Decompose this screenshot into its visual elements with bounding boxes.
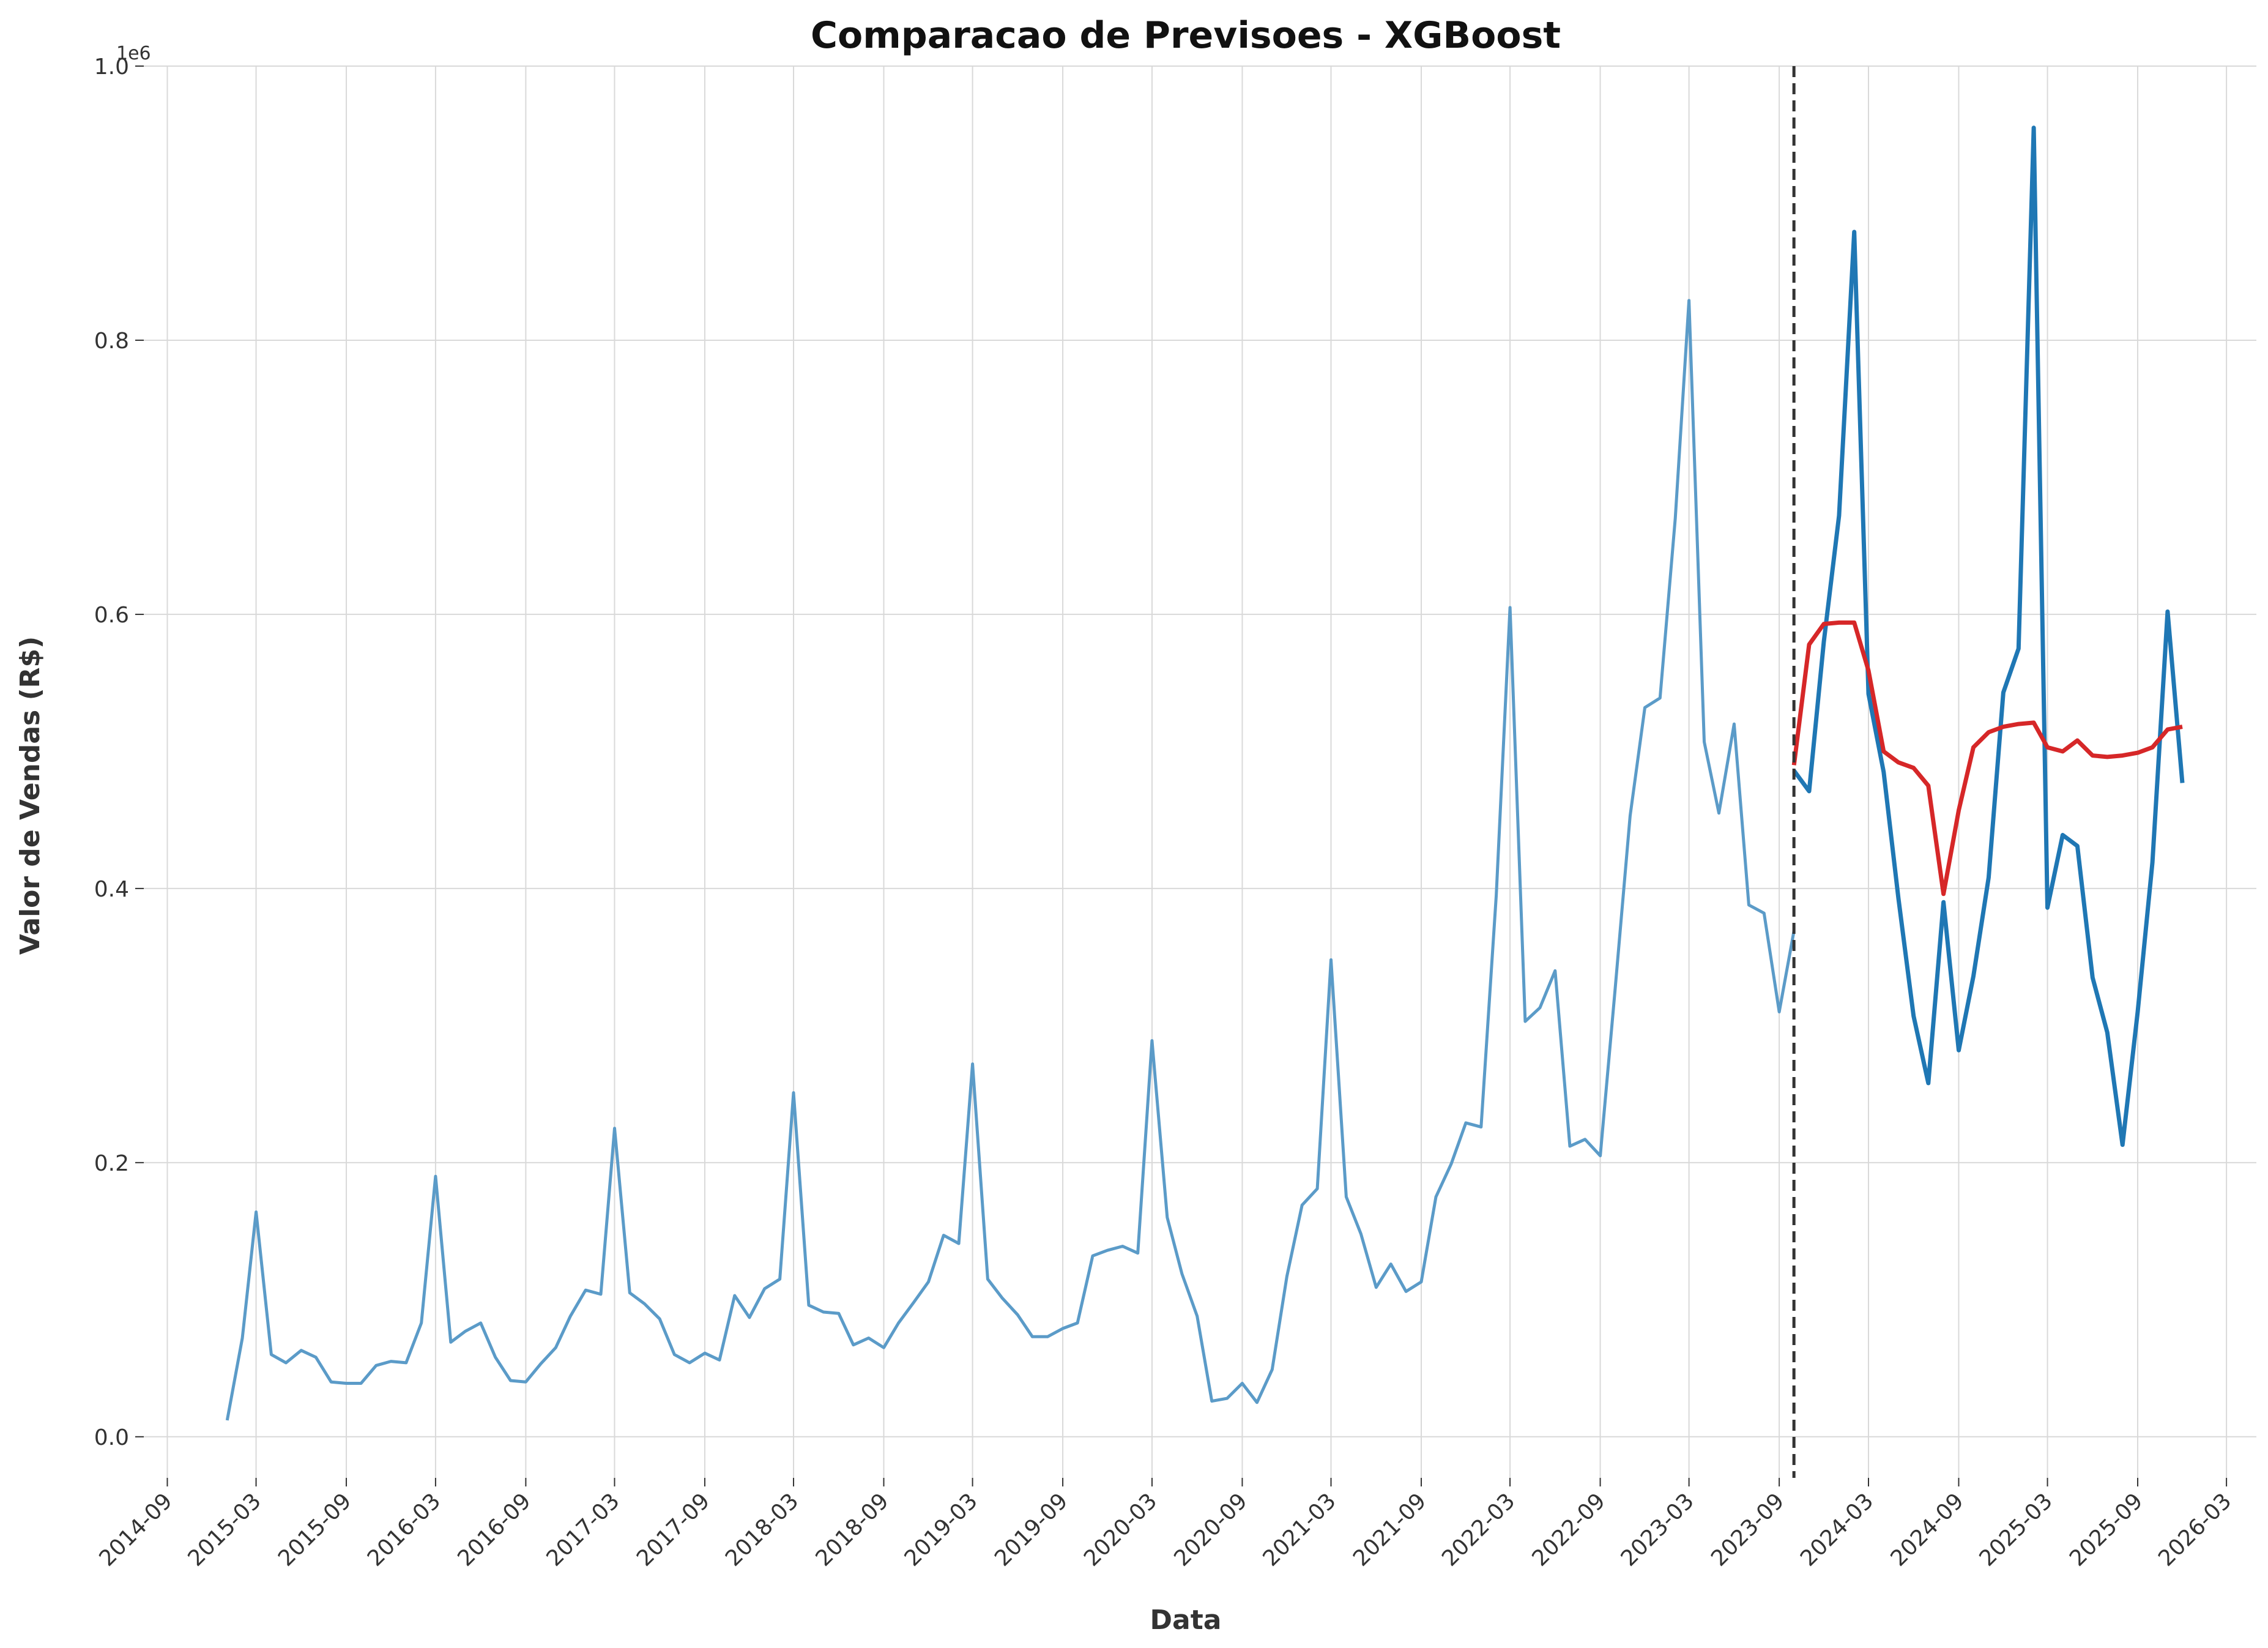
x-tick-label: 2017-09 (632, 1488, 715, 1571)
x-tick-label: 2023-03 (1616, 1488, 1699, 1571)
y-axis-label: Valor de Vendas (R$) (15, 636, 46, 955)
x-tick-label: 2022-03 (1437, 1488, 1520, 1571)
x-tick-label: 2019-03 (900, 1488, 983, 1571)
x-tick-label: 2024-09 (1886, 1488, 1968, 1571)
x-tick-label: 2019-09 (990, 1488, 1073, 1571)
x-tick-label: 2016-03 (363, 1488, 445, 1571)
x-tick-label: 2015-09 (273, 1488, 356, 1571)
chart-title: Comparacao de Previsoes - XGBoost (811, 14, 1561, 57)
x-tick-label: 2022-09 (1528, 1488, 1610, 1571)
actual-series-line (1792, 125, 2185, 1147)
grid (144, 65, 2256, 1478)
x-tick-label: 2025-09 (2065, 1488, 2147, 1571)
history-series-line (225, 299, 1796, 1421)
x-tick-label: 2024-03 (1796, 1488, 1878, 1571)
x-tick-label: 2017-03 (541, 1488, 624, 1571)
x-tick-label: 2015-03 (184, 1488, 266, 1571)
x-tick-label: 2026-03 (2154, 1488, 2236, 1571)
y-tick-label: 0.8 (94, 329, 129, 354)
x-tick-label: 2016-09 (453, 1488, 535, 1571)
x-axis-label: Data (1150, 1605, 1222, 1636)
x-tick-label: 2018-09 (811, 1488, 894, 1571)
y-tick-label: 1.0 (94, 54, 129, 80)
y-tick-label: 0.6 (94, 603, 129, 628)
x-tick-label: 2021-09 (1348, 1488, 1431, 1571)
x-tick-label: 2023-09 (1706, 1488, 1789, 1571)
y-tick-label: 0.2 (94, 1151, 129, 1176)
y-axis-offset-label: 1e6 (116, 43, 151, 64)
y-tick-label: 0.0 (94, 1425, 129, 1450)
x-tick-label: 2020-03 (1079, 1488, 1162, 1571)
x-tick-label: 2018-03 (721, 1488, 803, 1571)
series-lines (225, 125, 2185, 1421)
x-tick-label: 2014-09 (94, 1488, 177, 1571)
x-tick-label: 2021-03 (1259, 1488, 1341, 1571)
y-tick-label: 0.4 (94, 877, 129, 902)
x-tick-label: 2020-09 (1169, 1488, 1252, 1571)
forecast-series-line (1791, 620, 2183, 897)
x-tick-label: 2025-03 (1975, 1488, 2058, 1571)
